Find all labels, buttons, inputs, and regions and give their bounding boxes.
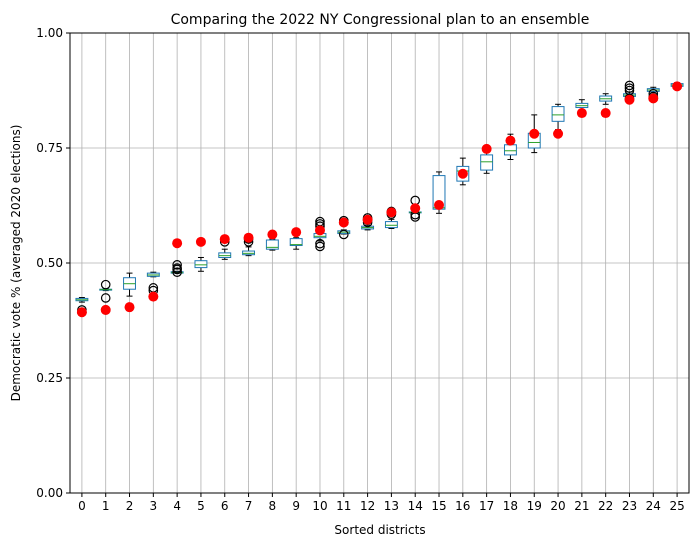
enacted-point [362,214,373,225]
x-tick-label: 10 [312,499,327,513]
enacted-point [576,108,587,119]
box-district [265,238,279,251]
x-tick-label: 7 [245,499,253,513]
enacted-point [148,291,159,302]
box-district [194,256,208,272]
outlier-point [100,293,111,303]
box-iqr [265,239,279,250]
enacted-point [672,81,683,92]
enacted-point [124,302,135,313]
x-tick-label: 12 [360,499,375,513]
y-tick-label: 0.50 [36,256,63,270]
outlier-point [100,279,111,290]
enacted-point [505,135,516,146]
x-tick-label: 20 [550,499,565,513]
enacted-point [314,225,325,236]
x-tick-label: 21 [574,499,589,513]
box-iqr [480,154,494,171]
outlier-point [172,264,182,275]
y-tick-label: 0.25 [36,371,63,385]
enacted-point [243,232,254,243]
enacted-point [481,143,492,154]
y-axis-label: Democratic vote % (averaged 2020 electio… [9,125,23,402]
enacted-point [267,229,278,240]
x-tick-label: 17 [479,499,494,513]
box-iqr [384,221,398,229]
x-tick-label: 9 [292,499,300,513]
x-tick-label: 24 [646,499,661,513]
outlier-point [338,229,349,240]
enacted-point [648,93,659,104]
chart-title: Comparing the 2022 NY Congressional plan… [171,12,590,28]
x-tick-label: 23 [622,499,637,513]
outlier-point [315,241,325,252]
box-iqr [503,144,517,156]
x-tick-label: 4 [173,499,181,513]
y-tick-label: 1.00 [36,26,63,40]
x-tick-label: 25 [669,499,684,513]
x-tick-label: 22 [598,499,613,513]
outlier-point [315,238,325,249]
y-tick-label: 0.00 [36,486,63,500]
x-tick-label: 1 [102,499,110,513]
x-tick-label: 8 [269,499,277,513]
enacted-point [434,200,445,211]
box-district [599,93,613,105]
x-tick-label: 11 [336,499,351,513]
enacted-point [172,238,183,249]
enacted-point [219,234,230,245]
x-tick-label: 16 [455,499,470,513]
x-tick-label: 0 [78,499,86,513]
y-tick-label: 0.75 [36,141,63,155]
x-tick-label: 3 [150,499,158,513]
enacted-point [338,217,349,228]
box-district [123,272,136,297]
enacted-point [624,94,635,105]
x-axis-label: Sorted districts [334,523,425,537]
enacted-point [600,108,611,119]
enacted-point [76,307,87,318]
x-tick-label: 5 [197,499,205,513]
x-tick-label: 14 [408,499,423,513]
enacted-point [291,227,302,238]
box-iqr [289,238,303,247]
box-district [170,260,184,277]
x-tick-label: 18 [503,499,518,513]
x-tick-label: 2 [126,499,134,513]
enacted-point [529,128,540,139]
x-tick-label: 19 [527,499,542,513]
x-tick-label: 6 [221,499,229,513]
enacted-point [410,203,421,214]
box-iqr [551,106,565,122]
enacted-plan-layer [76,81,683,318]
enacted-point [553,128,564,139]
outlier-point [172,260,182,270]
x-tick-label: 13 [384,499,399,513]
enacted-point [386,207,397,218]
enacted-point [100,304,111,315]
box-iqr [194,260,208,269]
enacted-point [195,236,206,247]
outlier-point [624,80,635,91]
enacted-point [457,168,468,179]
x-tick-label: 15 [431,499,446,513]
axis-layer: 0.000.250.500.751.000 1 2 3 4 5 6 7 8 9 10 11 12 13 14… [36,26,690,513]
box-district [289,237,303,250]
outlier-point [172,267,182,277]
